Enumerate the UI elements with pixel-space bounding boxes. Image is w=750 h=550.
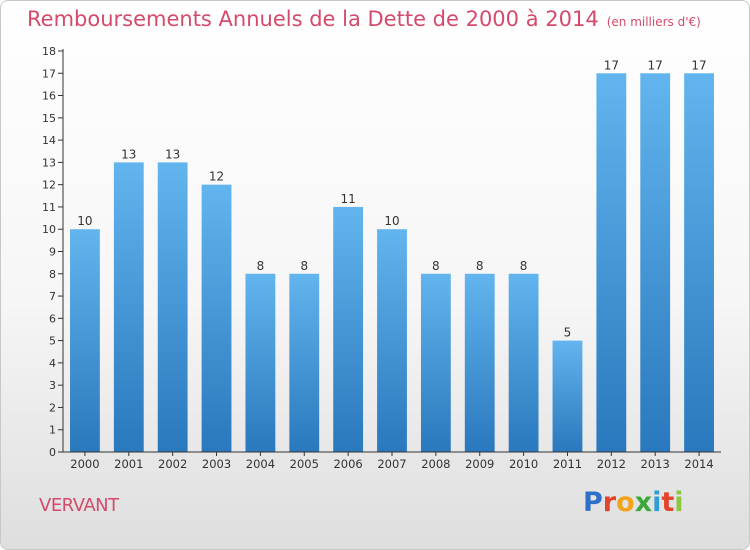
- bar: [113, 162, 144, 452]
- logo-letter: i: [674, 487, 684, 518]
- x-tick-label: 2005: [290, 457, 319, 471]
- x-tick-label: 2009: [465, 457, 494, 471]
- x-axis: 2000 2001 2002 2003 2004 2005 2006 2007 2008 2009…: [63, 451, 721, 471]
- y-tick-label: 17: [42, 67, 56, 80]
- data-label: 17: [648, 58, 663, 72]
- x-tick-label: 2007: [377, 457, 406, 471]
- data-label: 8: [432, 259, 440, 273]
- data-label: 12: [209, 170, 224, 184]
- bar: [289, 273, 320, 452]
- y-tick-label: 16: [42, 90, 56, 103]
- data-label: 8: [257, 259, 265, 273]
- y-tick-label: 18: [42, 45, 56, 58]
- x-tick-label: 2013: [641, 457, 670, 471]
- x-tick-label: 2010: [509, 457, 538, 471]
- chart-unit: (en milliers d'€): [606, 15, 701, 29]
- x-tick-label: 2011: [553, 457, 582, 471]
- y-tick-label: 13: [42, 156, 56, 169]
- x-tick-label: 2008: [421, 457, 450, 471]
- x-tick-label: 2012: [597, 457, 626, 471]
- y-tick-label: 11: [42, 201, 56, 214]
- y-tick-label: 0: [49, 446, 56, 459]
- data-label: 13: [121, 147, 136, 161]
- bar: [640, 73, 671, 453]
- bar: [245, 273, 276, 452]
- data-label: 10: [77, 214, 92, 228]
- proxiti-logo[interactable]: Proxiti: [583, 487, 684, 518]
- bar: [464, 273, 495, 452]
- y-tick-label: 10: [42, 223, 56, 236]
- y-tick-label: 4: [49, 357, 56, 370]
- logo-letter: t: [661, 487, 675, 518]
- y-tick-label: 6: [49, 312, 56, 325]
- x-tick-label: 2001: [114, 457, 143, 471]
- data-label: 8: [300, 259, 308, 273]
- data-label: 8: [520, 259, 528, 273]
- logo-letter: r: [602, 487, 617, 518]
- bar: [684, 73, 714, 453]
- bar: [508, 273, 539, 452]
- logo-letter: P: [583, 487, 603, 518]
- bar: [201, 184, 232, 452]
- bar: [377, 229, 407, 452]
- commune-name: VERVANT: [39, 495, 119, 516]
- data-label: 8: [476, 259, 484, 273]
- data-label: 10: [384, 214, 399, 228]
- data-label: 11: [340, 192, 355, 206]
- data-label: 17: [691, 58, 706, 72]
- y-tick-label: 3: [49, 379, 56, 392]
- y-tick-label: 12: [42, 179, 56, 192]
- logo-letter: i: [652, 487, 662, 518]
- bar: [70, 229, 100, 452]
- bar: [157, 162, 188, 452]
- y-tick-label: 9: [49, 246, 56, 259]
- chart-title: Remboursements Annuels de la Dette de 20…: [27, 7, 701, 31]
- logo-letter: x: [634, 487, 653, 518]
- x-tick-label: 2006: [333, 457, 362, 471]
- bars: 10 13 13 12 8 8 11 10 8 8 8 5 17 17 17: [70, 58, 714, 453]
- bar: [420, 273, 451, 452]
- y-tick-label: 7: [49, 290, 56, 303]
- x-tick-label: 2003: [202, 457, 231, 471]
- y-tick-label: 15: [42, 112, 56, 125]
- x-tick-label: 2000: [70, 457, 99, 471]
- bar: [333, 206, 364, 452]
- data-label: 5: [564, 326, 572, 340]
- y-tick-label: 5: [49, 335, 56, 348]
- data-label: 13: [165, 147, 180, 161]
- y-tick-label: 1: [49, 424, 56, 437]
- x-tick-label: 2002: [158, 457, 187, 471]
- bar: [596, 73, 627, 453]
- x-tick-label: 2014: [684, 457, 713, 471]
- y-tick-label: 2: [49, 401, 56, 414]
- bar: [552, 340, 583, 452]
- chart-title-text: Remboursements Annuels de la Dette de 20…: [27, 7, 599, 31]
- x-tick-label: 2004: [246, 457, 275, 471]
- data-label: 17: [604, 58, 619, 72]
- y-tick-label: 14: [42, 134, 56, 147]
- y-tick-label: 8: [49, 268, 56, 281]
- logo-letter: o: [616, 487, 635, 518]
